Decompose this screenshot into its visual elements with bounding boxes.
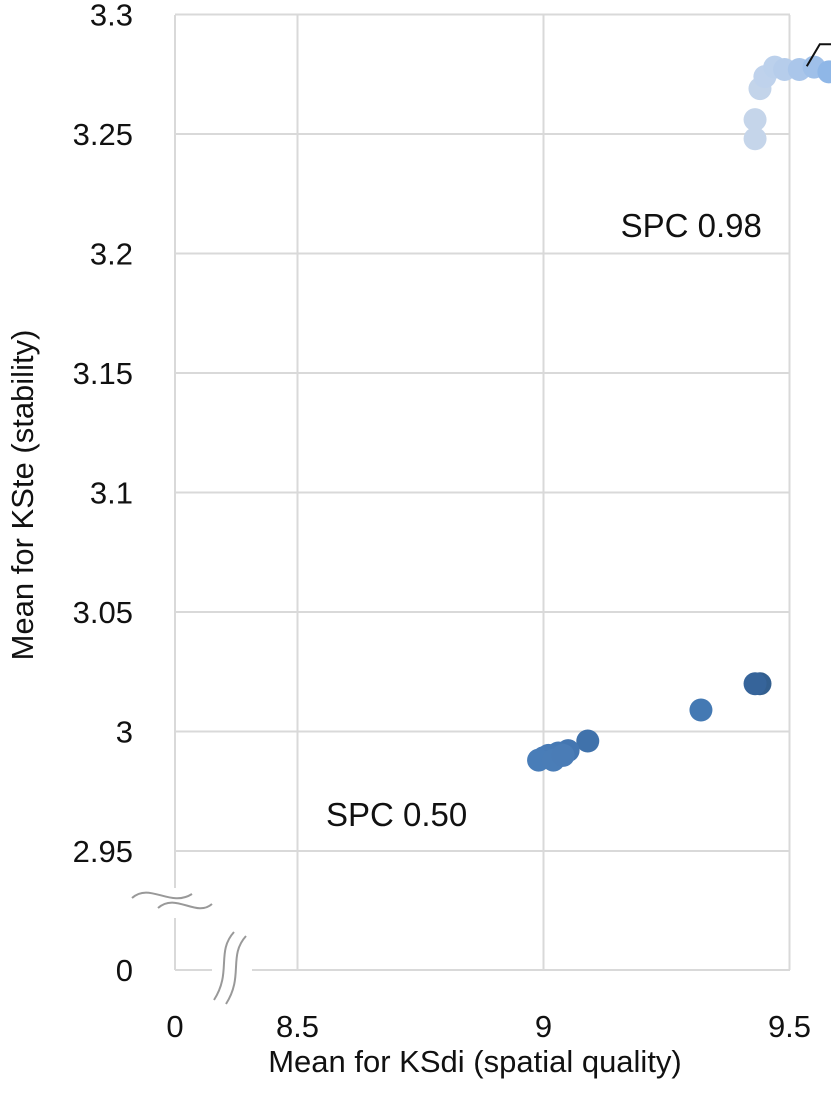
x-axis-title: Mean for KSdi (spatial quality) <box>268 1044 682 1079</box>
y-tick-label: 3.3 <box>90 0 133 33</box>
grid <box>174 13 791 971</box>
axis-breaks <box>130 888 252 1008</box>
y-axis-break-mark <box>131 891 193 900</box>
data-point <box>817 60 831 84</box>
x-axis-break-mark <box>213 931 235 1001</box>
y-tick-label: 2.95 <box>73 834 133 869</box>
y-axis-title: Mean for KSte (stability) <box>5 330 40 661</box>
y-axis-break-mark <box>157 901 213 910</box>
data-point <box>551 743 575 767</box>
data-point <box>743 108 767 132</box>
y-tick-label: 3 <box>116 715 133 750</box>
data-point <box>576 729 600 753</box>
y-tick-label: 3.1 <box>90 476 133 511</box>
data-point <box>743 127 767 151</box>
annotation-label: SPC 0.50 <box>326 796 467 833</box>
x-tick-label: 9.5 <box>768 1009 811 1044</box>
y-tick-label: 0 <box>116 953 133 988</box>
x-tick-label: 0 <box>166 1009 183 1044</box>
y-tick-label: 3.15 <box>73 356 133 391</box>
data-point <box>689 698 713 722</box>
data-point <box>743 672 767 696</box>
annotation-leader-line <box>805 43 831 67</box>
tick-labels: 08.599.51010.502.9533.053.13.153.23.253.… <box>73 0 811 1044</box>
x-axis-break-gap <box>212 930 252 1008</box>
y-tick-label: 3.2 <box>90 237 133 272</box>
x-tick-label: 8.5 <box>276 1009 319 1044</box>
y-tick-label: 3.25 <box>73 117 133 152</box>
y-tick-label: 3.05 <box>73 595 133 630</box>
data-points <box>527 55 831 772</box>
x-tick-label: 9 <box>535 1009 552 1044</box>
annotation-label: SPC 0.98 <box>621 207 762 244</box>
x-axis-break-mark <box>225 935 247 1005</box>
